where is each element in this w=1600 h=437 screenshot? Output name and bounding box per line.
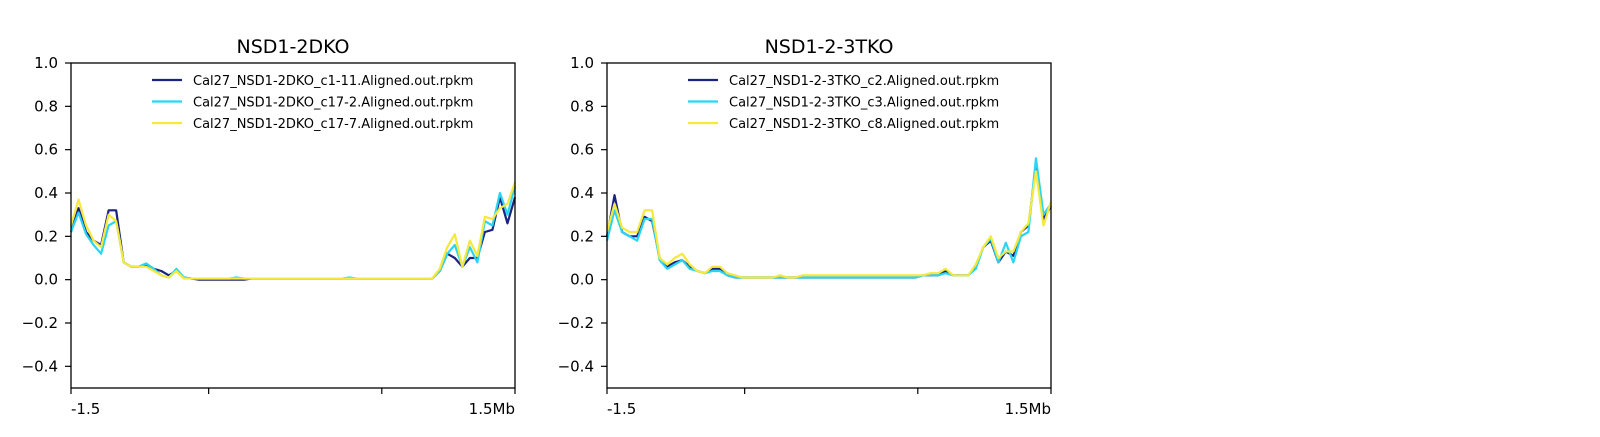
x-tick-label: 1.5Mb <box>1005 400 1051 418</box>
y-axis: 1.0 0.8 0.6 0.4 0.2 0.0 −0.2 −0.4 <box>22 54 71 375</box>
series-line-1 <box>69 186 517 280</box>
series-line-1 <box>605 157 1052 279</box>
y-tick-label: 0.8 <box>34 97 58 115</box>
plot-frame <box>606 62 1052 389</box>
panel-nsd1-2dko: NSD1-2DKO 1.0 0.8 0.6 0.4 0.2 0.0 −0.2 −0.4 -1.… <box>22 36 517 418</box>
series-line-2 <box>605 170 1053 279</box>
y-tick-label: −0.4 <box>22 357 58 375</box>
legend: Cal27_NSD1-2-3TKO_c2.Aligned.out.rpkm Cal… <box>688 74 999 132</box>
x-axis: -1.5 1.5Mb <box>606 388 1052 418</box>
series-layer <box>69 181 517 281</box>
series-line-2 <box>69 181 517 280</box>
y-tick-label: 0.2 <box>34 227 58 245</box>
x-axis: -1.5 1.5Mb <box>70 388 516 418</box>
y-tick-label: −0.2 <box>558 314 594 332</box>
y-tick-label: 1.0 <box>34 54 58 72</box>
y-tick-label: 0.6 <box>570 141 594 159</box>
series-line-0 <box>605 165 1052 279</box>
series-layer <box>605 157 1053 279</box>
y-tick-label: −0.2 <box>22 314 58 332</box>
panel-nsd1-2-3tko: NSD1-2-3TKO 1.0 0.8 0.6 0.4 0.2 0.0 −0.2 −0.4 -… <box>558 36 1053 418</box>
panel-title: NSD1-2DKO <box>237 36 350 58</box>
x-tick-label: 1.5Mb <box>469 400 515 418</box>
y-tick-label: 0.0 <box>570 271 594 289</box>
y-tick-label: 0.4 <box>34 184 58 202</box>
y-tick-label: 0.6 <box>34 141 58 159</box>
y-tick-label: 0.8 <box>570 97 594 115</box>
x-tick-label: -1.5 <box>607 400 636 418</box>
y-tick-label: 0.0 <box>34 271 58 289</box>
legend-label: Cal27_NSD1-2DKO_c1-11.Aligned.out.rpkm <box>193 74 473 89</box>
y-tick-label: 1.0 <box>570 54 594 72</box>
y-tick-label: 0.4 <box>570 184 594 202</box>
legend-label: Cal27_NSD1-2-3TKO_c8.Aligned.out.rpkm <box>729 117 999 132</box>
legend-label: Cal27_NSD1-2-3TKO_c3.Aligned.out.rpkm <box>729 96 999 111</box>
panel-title: NSD1-2-3TKO <box>765 36 894 58</box>
x-tick-label: -1.5 <box>71 400 100 418</box>
legend: Cal27_NSD1-2DKO_c1-11.Aligned.out.rpkm Ca… <box>152 74 473 132</box>
legend-label: Cal27_NSD1-2DKO_c17-2.Aligned.out.rpkm <box>193 96 473 111</box>
y-tick-label: 0.2 <box>570 227 594 245</box>
y-axis: 1.0 0.8 0.6 0.4 0.2 0.0 −0.2 −0.4 <box>558 54 607 375</box>
plot-frame <box>70 62 516 389</box>
legend-label: Cal27_NSD1-2-3TKO_c2.Aligned.out.rpkm <box>729 74 999 89</box>
legend-label: Cal27_NSD1-2DKO_c17-7.Aligned.out.rpkm <box>193 117 473 132</box>
y-tick-label: −0.4 <box>558 357 594 375</box>
